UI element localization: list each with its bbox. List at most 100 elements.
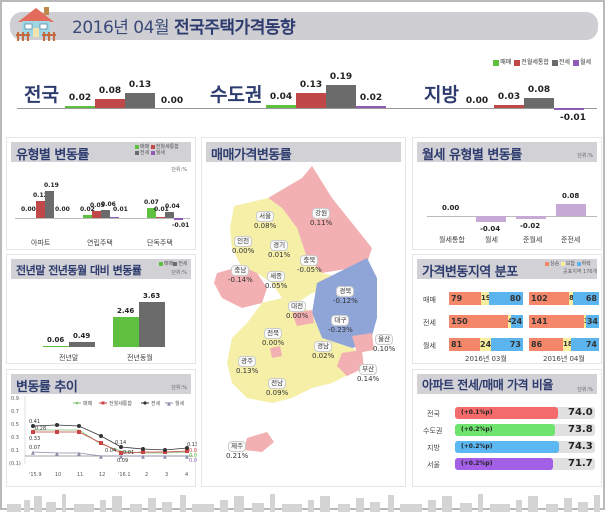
unit-label: 단위:% <box>577 153 593 159</box>
map-label-gyeongnam: 경남 0.02% <box>312 341 335 360</box>
panel-title: 가격변동지역 분포 <box>422 265 518 280</box>
panel-title: 월세 유형별 변동률 <box>422 148 522 163</box>
map-label-daejeon: 대전 0.00% <box>286 301 309 320</box>
category-label: 월세 <box>485 236 498 244</box>
row-label: 전세 <box>423 319 436 327</box>
map-label-chungnam: 충남 -0.14% <box>228 265 253 284</box>
panel-title: 매매가격변동률 <box>211 148 292 163</box>
svg-text:월세: 월세 <box>175 400 185 407</box>
category-label: 준월세 <box>523 236 543 244</box>
panel-trend: 변동률 추이 단위:% 0.9 0.7 0.5 0.3 0.1 (0.1) '15.9 1… <box>6 369 197 487</box>
panel-map: 매매가격변동률 강원 0.11% 서울 0.08% 인천 0.00% 경기 0.01% … <box>201 137 406 487</box>
unit-label: 단위:% <box>577 387 593 393</box>
value-label: 0.06 <box>47 336 65 344</box>
panel-header: 전년말 전년동월 대비 변동률 <box>11 259 191 279</box>
title-main: 전국주택가격동향 <box>174 18 296 38</box>
svg-text:전세: 전세 <box>151 400 161 407</box>
panel-header: 매매가격변동률 <box>206 142 401 163</box>
map-label-sejong: 세종 0.05% <box>265 271 288 290</box>
category-label: 전년말 <box>59 354 79 362</box>
svg-text:0.00: 0.00 <box>189 458 197 464</box>
svg-text:'15.9: '15.9 <box>29 472 42 478</box>
ratio-value: 71.7 <box>568 458 593 469</box>
svg-text:▲: ▲ <box>185 454 189 460</box>
svg-text:0.41: 0.41 <box>29 419 40 425</box>
row-label: 매매 <box>423 296 436 304</box>
panel-header: 변동률 추이 <box>11 374 191 395</box>
group-label: 2016년 03월 <box>465 355 507 363</box>
map-label-gyeongbuk: 경북 -0.12% <box>333 286 358 305</box>
panel-title: 아파트 전세/매매 가격 비율 <box>422 378 553 392</box>
summary-baseline <box>17 108 597 109</box>
svg-text:매매: 매매 <box>83 400 93 407</box>
panel-title: 변동률 추이 <box>16 380 78 395</box>
category-label: 연립주택 <box>87 239 113 247</box>
svg-text:12: 12 <box>99 472 105 478</box>
map-label-incheon: 인천 0.00% <box>232 236 255 255</box>
svg-text:0.28: 0.28 <box>35 426 46 432</box>
value-label: -0.04 <box>480 225 501 233</box>
map-label-jeonnam: 전남 0.09% <box>266 378 289 397</box>
svg-text:▲: ▲ <box>167 401 171 407</box>
svg-text:전월세통합: 전월세통합 <box>109 400 132 407</box>
map-label-jeonbuk: 전북 0.00% <box>262 328 285 347</box>
panel-wolse-type: 월세 유형별 변동률 단위:% 0.00 월세통합 -0.04 월세 -0.02… <box>412 137 602 250</box>
svg-text:3: 3 <box>165 472 168 478</box>
map-label-chungbuk: 충북 -0.05% <box>297 255 322 274</box>
panel-title: 전년말 전년동월 대비 변동률 <box>16 264 142 277</box>
svg-text:0.33: 0.33 <box>29 436 40 442</box>
svg-text:0.02: 0.02 <box>189 453 197 459</box>
category-label: 단독주택 <box>147 239 173 247</box>
ratio-value: 74.3 <box>568 441 593 452</box>
legend-jeonwolse: 전월세통합 <box>514 57 549 66</box>
map-label-jeju: 제주 0.21% <box>226 441 249 460</box>
svg-text:0.09: 0.09 <box>117 458 128 464</box>
svg-text:0.04: 0.04 <box>105 448 116 454</box>
map-label-gangwon: 강원 0.11% <box>310 208 333 227</box>
map-label-ulsan: 울산 0.10% <box>373 334 396 353</box>
distribution-legend: 상승 보합 하락 <box>545 261 591 267</box>
category-label: 전년동월 <box>127 354 153 362</box>
page-title: 2016년 04월 전국주택가격동향 <box>72 13 296 38</box>
svg-text:▲: ▲ <box>141 454 145 460</box>
svg-text:0.07: 0.07 <box>29 445 40 451</box>
summary-region-label: 지방 <box>424 84 459 106</box>
value-label: 0.00 <box>442 204 460 212</box>
map-label-seoul: 서울 0.08% <box>254 211 277 230</box>
svg-text:11: 11 <box>77 472 83 478</box>
svg-text:0.08: 0.08 <box>189 448 197 454</box>
row-label: 전국 <box>427 410 440 418</box>
svg-text:0.3: 0.3 <box>11 435 19 441</box>
panel-yoy-change: 전년말 전년동월 대비 변동률 매매 전세 단위:% 0.06 0.49 전년말 … <box>6 254 196 364</box>
unit-label: 단위:% <box>171 385 187 391</box>
title-bar <box>10 12 598 40</box>
map-label-gyeonggi: 경기 0.01% <box>268 240 291 259</box>
unit-label: 단위:% <box>171 270 187 276</box>
house-icon <box>16 7 56 41</box>
svg-text:▲: ▲ <box>99 454 103 460</box>
panel-header: 유형별 변동률 <box>11 142 191 163</box>
value-label: 3.63 <box>143 292 161 300</box>
ratio-bar: (+0.2%p) <box>455 441 559 453</box>
map-label-daegu: 대구 -0.23% <box>328 315 353 334</box>
map-label-busan: 부산 0.14% <box>357 364 380 383</box>
svg-text:0.9: 0.9 <box>11 396 19 402</box>
category-label: 아파트 <box>31 239 51 247</box>
category-label: 준전세 <box>561 236 581 244</box>
svg-text:2: 2 <box>145 472 148 478</box>
svg-text:0.01: 0.01 <box>123 450 134 456</box>
value-label: -0.02 <box>520 222 541 230</box>
svg-text:0.1: 0.1 <box>11 448 19 454</box>
row-label: 수도권 <box>423 427 443 435</box>
value-label: 0.49 <box>73 332 91 340</box>
summary-legend: 매매 전월세통합 전세 월세 <box>493 57 591 66</box>
svg-text:4: 4 <box>185 472 188 478</box>
panel-header: 월세 유형별 변동률 <box>417 142 597 163</box>
distribution-note: 공표지역 176개 <box>563 269 598 275</box>
panel-header: 가격변동지역 분포 <box>417 259 597 280</box>
ratio-bar: (+0.1%p) <box>455 407 558 419</box>
title-date: 2016년 04월 <box>72 18 170 38</box>
legend-jeonse: 전세 <box>551 57 570 66</box>
map-label-gwangju: 광주 0.13% <box>236 356 259 375</box>
svg-text:0.5: 0.5 <box>11 422 19 428</box>
